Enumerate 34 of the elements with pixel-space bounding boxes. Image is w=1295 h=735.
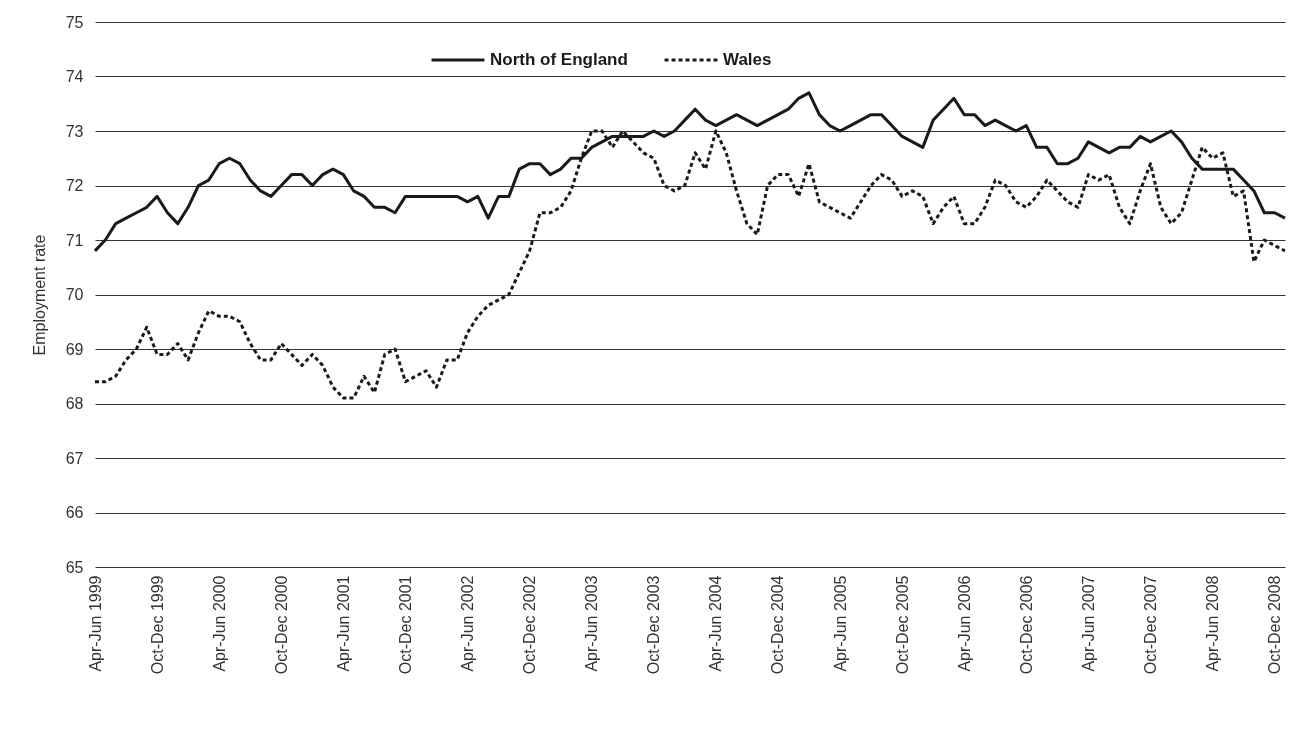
x-tick-label: Apr-Jun 2006 (955, 575, 973, 672)
y-tick-label: 71 (65, 231, 84, 249)
x-tick-label: Oct-Dec 2004 (769, 575, 787, 675)
y-tick-label: 73 (65, 122, 84, 140)
legend-label: North of England (490, 50, 628, 69)
x-tick-label: Apr-Jun 2000 (210, 575, 228, 672)
y-tick-label: 66 (65, 504, 84, 521)
y-tick-label: 74 (65, 68, 84, 85)
y-tick-label: 68 (65, 395, 84, 412)
x-tick-label: Oct-Dec 2006 (1017, 575, 1035, 675)
x-tick-label: Apr-Jun 2005 (831, 575, 849, 672)
x-tick-label: Apr-Jun 2001 (334, 575, 352, 672)
legend-label: Wales (723, 50, 772, 69)
x-tick-label: Oct-Dec 2005 (893, 575, 911, 675)
x-tick-label: Oct-Dec 2003 (645, 575, 663, 675)
x-tick-label: Oct-Dec 1999 (148, 575, 166, 675)
x-tick-label: Apr-Jun 2003 (583, 575, 601, 672)
y-tick-label: 75 (65, 13, 84, 31)
x-tick-label: Apr-Jun 2007 (1079, 575, 1097, 672)
y-tick-label: 72 (65, 177, 84, 194)
x-tick-label: Apr-Jun 2008 (1204, 575, 1222, 672)
x-tick-label: Oct-Dec 2001 (396, 575, 414, 675)
x-tick-label: Apr-Jun 2002 (459, 575, 477, 672)
y-tick-label: 69 (65, 340, 84, 358)
y-tick-label: 67 (65, 449, 84, 467)
x-tick-label: Apr-Jun 2004 (707, 575, 725, 672)
y-axis-title: Employment rate (30, 234, 48, 356)
x-tick-label: Oct-Dec 2008 (1266, 575, 1284, 675)
x-tick-label: Oct-Dec 2002 (521, 575, 539, 675)
x-tick-label: Oct-Dec 2007 (1141, 575, 1159, 675)
y-tick-label: 65 (65, 558, 84, 576)
x-tick-label: Oct-Dec 2000 (272, 575, 290, 675)
y-tick-label: 70 (65, 286, 84, 303)
x-tick-label: Apr-Jun 1999 (86, 575, 104, 672)
